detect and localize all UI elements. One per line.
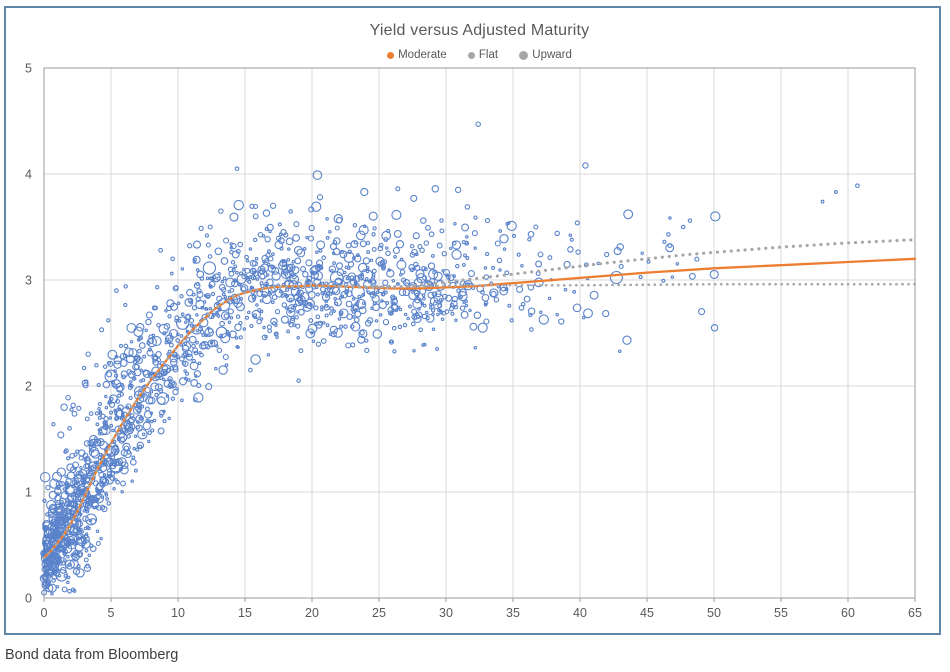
upward-dot-icon <box>519 50 529 60</box>
series-line-upward <box>337 238 917 289</box>
legend-item-moderate: Moderate <box>387 49 447 61</box>
flat-dot-icon <box>467 51 475 59</box>
svg-text:2: 2 <box>25 380 32 394</box>
svg-text:10: 10 <box>171 606 185 620</box>
scatter-points <box>39 121 860 596</box>
svg-text:50: 50 <box>707 606 721 620</box>
svg-text:4: 4 <box>25 168 32 182</box>
svg-text:60: 60 <box>841 606 855 620</box>
svg-text:55: 55 <box>774 606 788 620</box>
svg-text:3: 3 <box>25 274 32 288</box>
svg-text:40: 40 <box>573 606 587 620</box>
chart-title: Yield versus Adjusted Maturity <box>369 22 590 39</box>
gridlines <box>44 68 915 598</box>
chart-legend: Moderate Flat Upward <box>44 49 915 61</box>
svg-text:0: 0 <box>41 606 48 620</box>
svg-text:25: 25 <box>372 606 386 620</box>
svg-text:45: 45 <box>640 606 654 620</box>
legend-item-flat: Flat <box>467 49 499 61</box>
chart-frame[interactable] <box>4 6 941 635</box>
svg-text:5: 5 <box>25 62 32 76</box>
legend-label-upward: Upward <box>532 49 572 61</box>
legend-label-moderate: Moderate <box>398 49 447 61</box>
moderate-dot-icon <box>387 51 395 59</box>
svg-text:15: 15 <box>238 606 252 620</box>
legend-item-upward: Upward <box>519 49 572 61</box>
svg-text:35: 35 <box>506 606 520 620</box>
svg-text:30: 30 <box>439 606 453 620</box>
svg-text:20: 20 <box>305 606 319 620</box>
svg-text:65: 65 <box>908 606 922 620</box>
legend-label-flat: Flat <box>478 49 499 61</box>
plot-border <box>43 67 916 599</box>
chart-caption: Bond data from Bloomberg <box>5 647 179 663</box>
svg-text:5: 5 <box>108 606 115 620</box>
svg-text:1: 1 <box>25 486 32 500</box>
svg-text:0: 0 <box>25 592 32 606</box>
